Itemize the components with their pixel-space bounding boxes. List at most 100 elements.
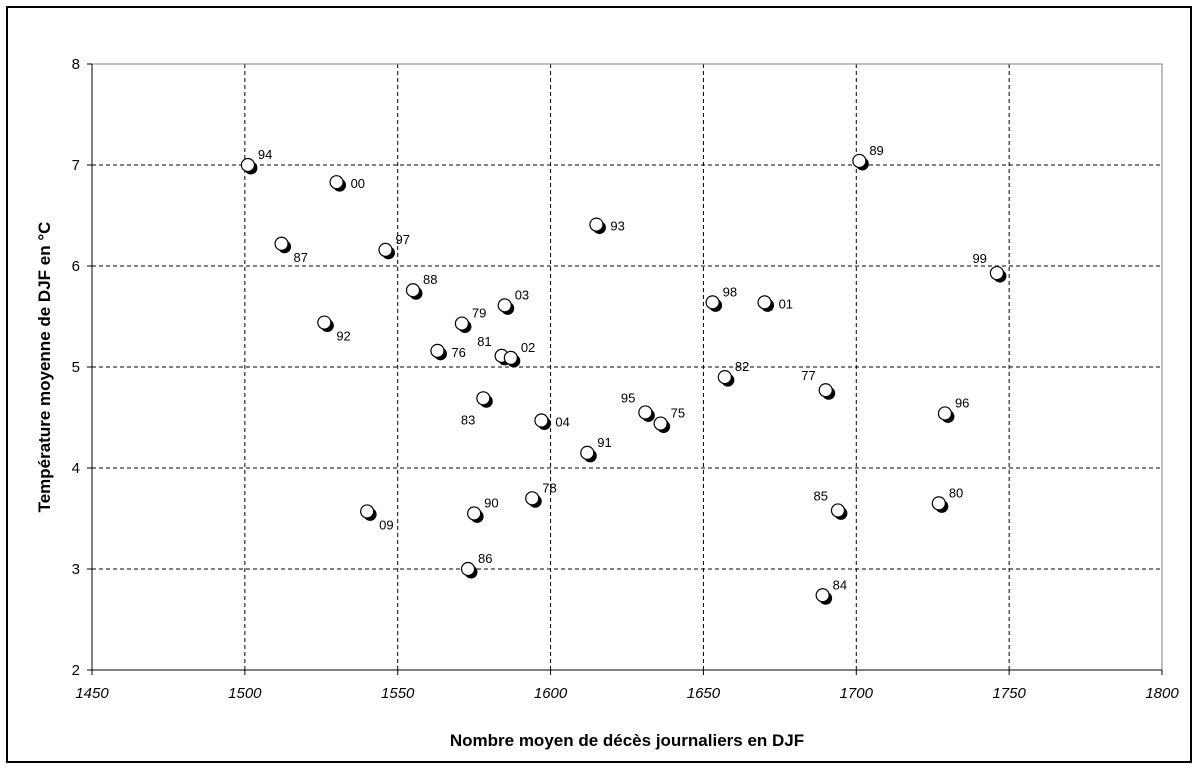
x-tick-label: 1750	[992, 685, 1026, 702]
y-tick-label: 7	[72, 157, 80, 174]
data-point: 89	[852, 143, 884, 171]
data-point: 03	[497, 287, 529, 315]
x-axis-title: Nombre moyen de décès journaliers en DJF	[450, 731, 804, 750]
point-label: 04	[555, 415, 569, 430]
y-axis-title: Température moyenne de DJF en °C	[35, 222, 54, 513]
marker	[430, 343, 445, 358]
marker	[589, 217, 604, 232]
marker	[852, 153, 867, 169]
marker	[653, 416, 668, 431]
point-label: 80	[949, 485, 963, 500]
point-label: 91	[597, 435, 611, 450]
marker	[757, 295, 772, 310]
y-tick-label: 3	[72, 561, 80, 578]
marker	[989, 265, 1005, 281]
marker	[329, 175, 344, 190]
marker	[503, 350, 518, 366]
data-point: 94	[240, 147, 272, 175]
marker	[534, 413, 549, 428]
x-tick-label: 1550	[381, 685, 415, 702]
data-point: 97	[378, 232, 410, 260]
point-label: 86	[478, 551, 492, 566]
marker	[405, 283, 421, 298]
data-point: 78	[525, 480, 557, 508]
marker	[705, 295, 720, 310]
point-label: 87	[294, 250, 308, 265]
data-point: 77	[801, 368, 836, 400]
point-label: 93	[610, 219, 624, 234]
point-label: 79	[472, 306, 486, 321]
data-point: 02	[503, 340, 535, 368]
marker	[240, 157, 256, 173]
data-point: 75	[653, 406, 685, 434]
x-tick-label: 1600	[534, 685, 568, 702]
point-label: 88	[423, 272, 437, 287]
point-label: 76	[451, 345, 465, 360]
point-label: 92	[336, 329, 350, 344]
point-label: 03	[515, 287, 529, 302]
data-points: 94 00 87 97 93 89 99 88 79 03 98 01 92 76 81 02 82 77 96 83…	[240, 143, 1007, 605]
marker	[580, 445, 595, 460]
point-label: 75	[671, 406, 685, 421]
data-point: 82	[717, 359, 749, 387]
marker	[525, 491, 540, 506]
marker	[497, 298, 512, 313]
data-point: 85	[813, 488, 848, 520]
data-point: 96	[937, 395, 969, 423]
point-label: 94	[258, 147, 272, 162]
data-point: 87	[274, 236, 308, 265]
data-point: 88	[405, 272, 437, 300]
marker	[454, 316, 470, 331]
point-label: 83	[461, 412, 475, 427]
point-label: 84	[833, 577, 847, 592]
x-tick-label: 1450	[75, 685, 109, 702]
x-tick-label: 1650	[687, 685, 721, 702]
y-tick-label: 5	[72, 359, 80, 376]
point-label: 01	[779, 296, 793, 311]
data-point: 90	[467, 495, 499, 523]
marker	[717, 370, 732, 385]
marker	[378, 242, 393, 257]
x-tick-label: 1800	[1145, 685, 1179, 702]
data-point: 09	[360, 504, 394, 532]
x-tick-label: 1500	[228, 685, 262, 702]
data-point: 83	[461, 391, 493, 427]
y-tick-label: 8	[72, 56, 80, 73]
data-point: 99	[972, 251, 1007, 283]
data-point: 00	[329, 175, 365, 192]
point-label: 81	[477, 334, 491, 349]
point-label: 78	[542, 480, 556, 495]
data-point: 93	[589, 217, 625, 235]
grid	[92, 64, 1162, 670]
point-label: 82	[735, 359, 749, 374]
data-point: 80	[931, 485, 963, 513]
point-label: 96	[955, 395, 969, 410]
point-label: 77	[801, 368, 815, 383]
point-label: 00	[351, 176, 365, 191]
data-point: 98	[705, 284, 737, 312]
marker	[818, 383, 833, 398]
marker	[467, 506, 482, 521]
point-label: 85	[813, 488, 827, 503]
data-point: 91	[580, 435, 612, 463]
marker	[638, 405, 653, 420]
marker	[937, 406, 953, 421]
point-label: 95	[621, 390, 635, 405]
point-label: 02	[521, 340, 535, 355]
data-point: 86	[460, 551, 492, 579]
data-point: 76	[430, 343, 466, 361]
x-tick-label: 1700	[840, 685, 874, 702]
data-point: 79	[454, 306, 486, 334]
data-point: 01	[757, 295, 793, 312]
marker	[460, 561, 476, 577]
data-point: 84	[815, 577, 847, 605]
y-tick-label: 4	[72, 460, 80, 477]
point-label: 97	[395, 232, 409, 247]
y-tick-label: 6	[72, 258, 80, 275]
point-label: 89	[869, 143, 883, 158]
point-label: 09	[379, 517, 393, 532]
marker	[317, 315, 332, 330]
point-label: 99	[972, 251, 986, 266]
